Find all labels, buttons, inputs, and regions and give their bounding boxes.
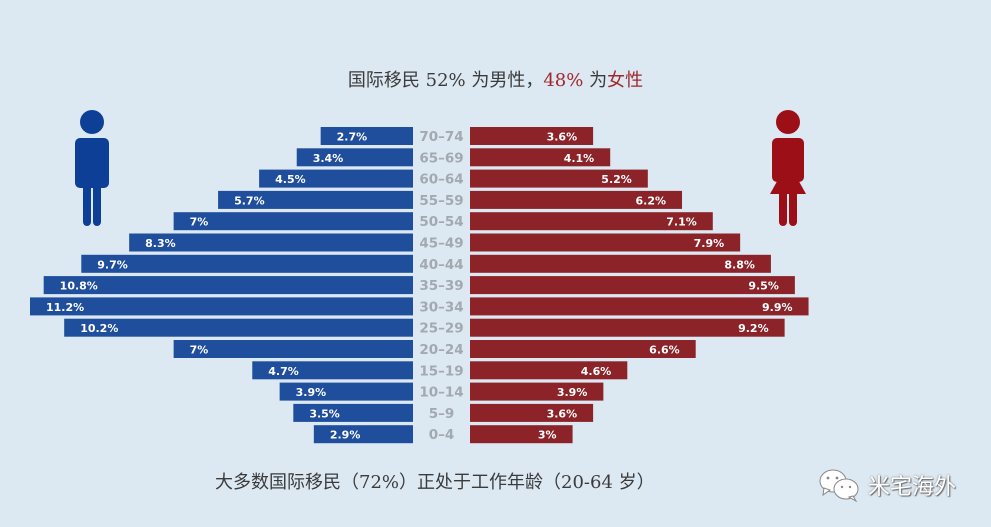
title-female-pct: 48% bbox=[543, 70, 584, 91]
male-figure-icon bbox=[75, 110, 109, 226]
female-bar bbox=[470, 169, 648, 188]
male-bar-label: 2.9% bbox=[330, 429, 361, 442]
male-bar-label: 8.3% bbox=[145, 237, 176, 250]
title-mid: 为 bbox=[583, 70, 608, 91]
female-bar bbox=[470, 425, 573, 444]
female-bar-label: 9.2% bbox=[738, 322, 769, 335]
male-bar bbox=[320, 127, 413, 145]
age-labels-group: 70–74 65–69 60–64 55–59 50–54 45–49 40–44 35–39… bbox=[419, 129, 463, 443]
female-bar-label: 4.1% bbox=[564, 152, 595, 165]
female-bar bbox=[470, 297, 809, 316]
age-group-label: 40–44 bbox=[419, 257, 463, 273]
male-bar-label: 9.7% bbox=[97, 258, 128, 271]
male-bar bbox=[64, 318, 414, 337]
female-bar-label: 9.5% bbox=[748, 280, 779, 293]
bars-group: 2.7% 3.6% 3.4% 4.1% 4.5% 5.2% 5.7% 6.2% 7% 7.1% 8.… bbox=[30, 127, 809, 444]
age-group-label: 60–64 bbox=[419, 172, 463, 188]
watermark-text: 米宅海外 bbox=[868, 475, 957, 500]
chart-subtitle: 大多数国际移民（72%）正处于工作年龄（20-64 岁） bbox=[215, 472, 655, 493]
wechat-icon bbox=[819, 469, 859, 502]
male-bar-label: 3.5% bbox=[309, 407, 340, 420]
female-figure-icon bbox=[770, 110, 806, 226]
age-group-label: 65–69 bbox=[419, 150, 463, 166]
age-group-label: 15–19 bbox=[419, 363, 463, 379]
chart-title: 国际移民 52% 为男性，48% 为女性 bbox=[0, 66, 991, 92]
female-bar-label: 3.6% bbox=[547, 407, 578, 420]
age-group-label: 0–4 bbox=[429, 427, 455, 443]
male-bar bbox=[218, 190, 413, 209]
age-group-label: 50–54 bbox=[419, 214, 463, 230]
female-bar-label: 3% bbox=[538, 429, 557, 442]
female-bar bbox=[470, 382, 604, 401]
male-bar-label: 5.7% bbox=[234, 194, 265, 207]
male-bar bbox=[296, 148, 413, 167]
female-bar-label: 8.8% bbox=[724, 258, 755, 271]
female-bar bbox=[470, 190, 683, 209]
age-group-label: 45–49 bbox=[419, 236, 463, 252]
female-bar-label: 9.9% bbox=[762, 301, 793, 314]
female-bar-label: 3.9% bbox=[557, 386, 588, 399]
male-bar-label: 3.4% bbox=[313, 152, 344, 165]
female-bar-label: 4.6% bbox=[581, 365, 612, 378]
male-bar bbox=[293, 403, 413, 422]
male-bar bbox=[30, 297, 413, 316]
age-group-label: 20–24 bbox=[419, 342, 463, 358]
age-group-label: 35–39 bbox=[419, 278, 463, 294]
female-bar bbox=[470, 318, 785, 337]
male-bar-label: 10.8% bbox=[60, 280, 98, 293]
male-bar bbox=[129, 233, 413, 252]
male-bar-label: 7% bbox=[190, 216, 209, 229]
age-group-label: 55–59 bbox=[419, 193, 463, 209]
female-bar-label: 6.6% bbox=[649, 344, 680, 357]
male-bar-label: 11.2% bbox=[46, 301, 84, 314]
age-group-label: 5–9 bbox=[429, 406, 455, 422]
female-bar-label: 6.2% bbox=[636, 194, 667, 207]
male-bar bbox=[252, 361, 413, 380]
watermark: 米宅海外 bbox=[818, 468, 956, 502]
female-bar bbox=[470, 276, 795, 295]
male-bar-label: 4.5% bbox=[275, 173, 306, 186]
male-bar bbox=[279, 382, 413, 401]
age-group-label: 25–29 bbox=[419, 321, 463, 337]
male-bar-label: 4.7% bbox=[268, 365, 299, 378]
male-bar bbox=[173, 340, 413, 358]
female-bar-label: 5.2% bbox=[601, 173, 632, 186]
male-bar-label: 2.7% bbox=[337, 131, 368, 144]
male-bar bbox=[259, 169, 413, 188]
female-bar-label: 3.6% bbox=[547, 131, 578, 144]
female-bar bbox=[470, 403, 594, 422]
female-bar-label: 7.1% bbox=[666, 216, 697, 229]
female-bar bbox=[470, 361, 628, 380]
female-bar-label: 7.9% bbox=[694, 237, 725, 250]
male-bar bbox=[173, 212, 413, 231]
female-bar bbox=[470, 233, 741, 252]
male-bar bbox=[313, 425, 413, 444]
age-group-label: 30–34 bbox=[419, 299, 463, 315]
female-bar bbox=[470, 254, 771, 273]
male-bar-label: 10.2% bbox=[80, 322, 118, 335]
male-bar bbox=[81, 254, 413, 273]
age-group-label: 70–74 bbox=[419, 129, 463, 145]
male-bar-label: 3.9% bbox=[296, 386, 327, 399]
title-prefix: 国际移民 52% 为男性， bbox=[347, 70, 544, 91]
male-bar-label: 7% bbox=[190, 344, 209, 357]
title-female-word: 女性 bbox=[607, 70, 644, 91]
female-bar bbox=[470, 340, 696, 358]
female-bar bbox=[470, 148, 611, 167]
age-group-label: 10–14 bbox=[419, 385, 463, 401]
male-bar bbox=[43, 276, 414, 295]
female-bar bbox=[470, 127, 594, 145]
female-bar bbox=[470, 212, 713, 231]
